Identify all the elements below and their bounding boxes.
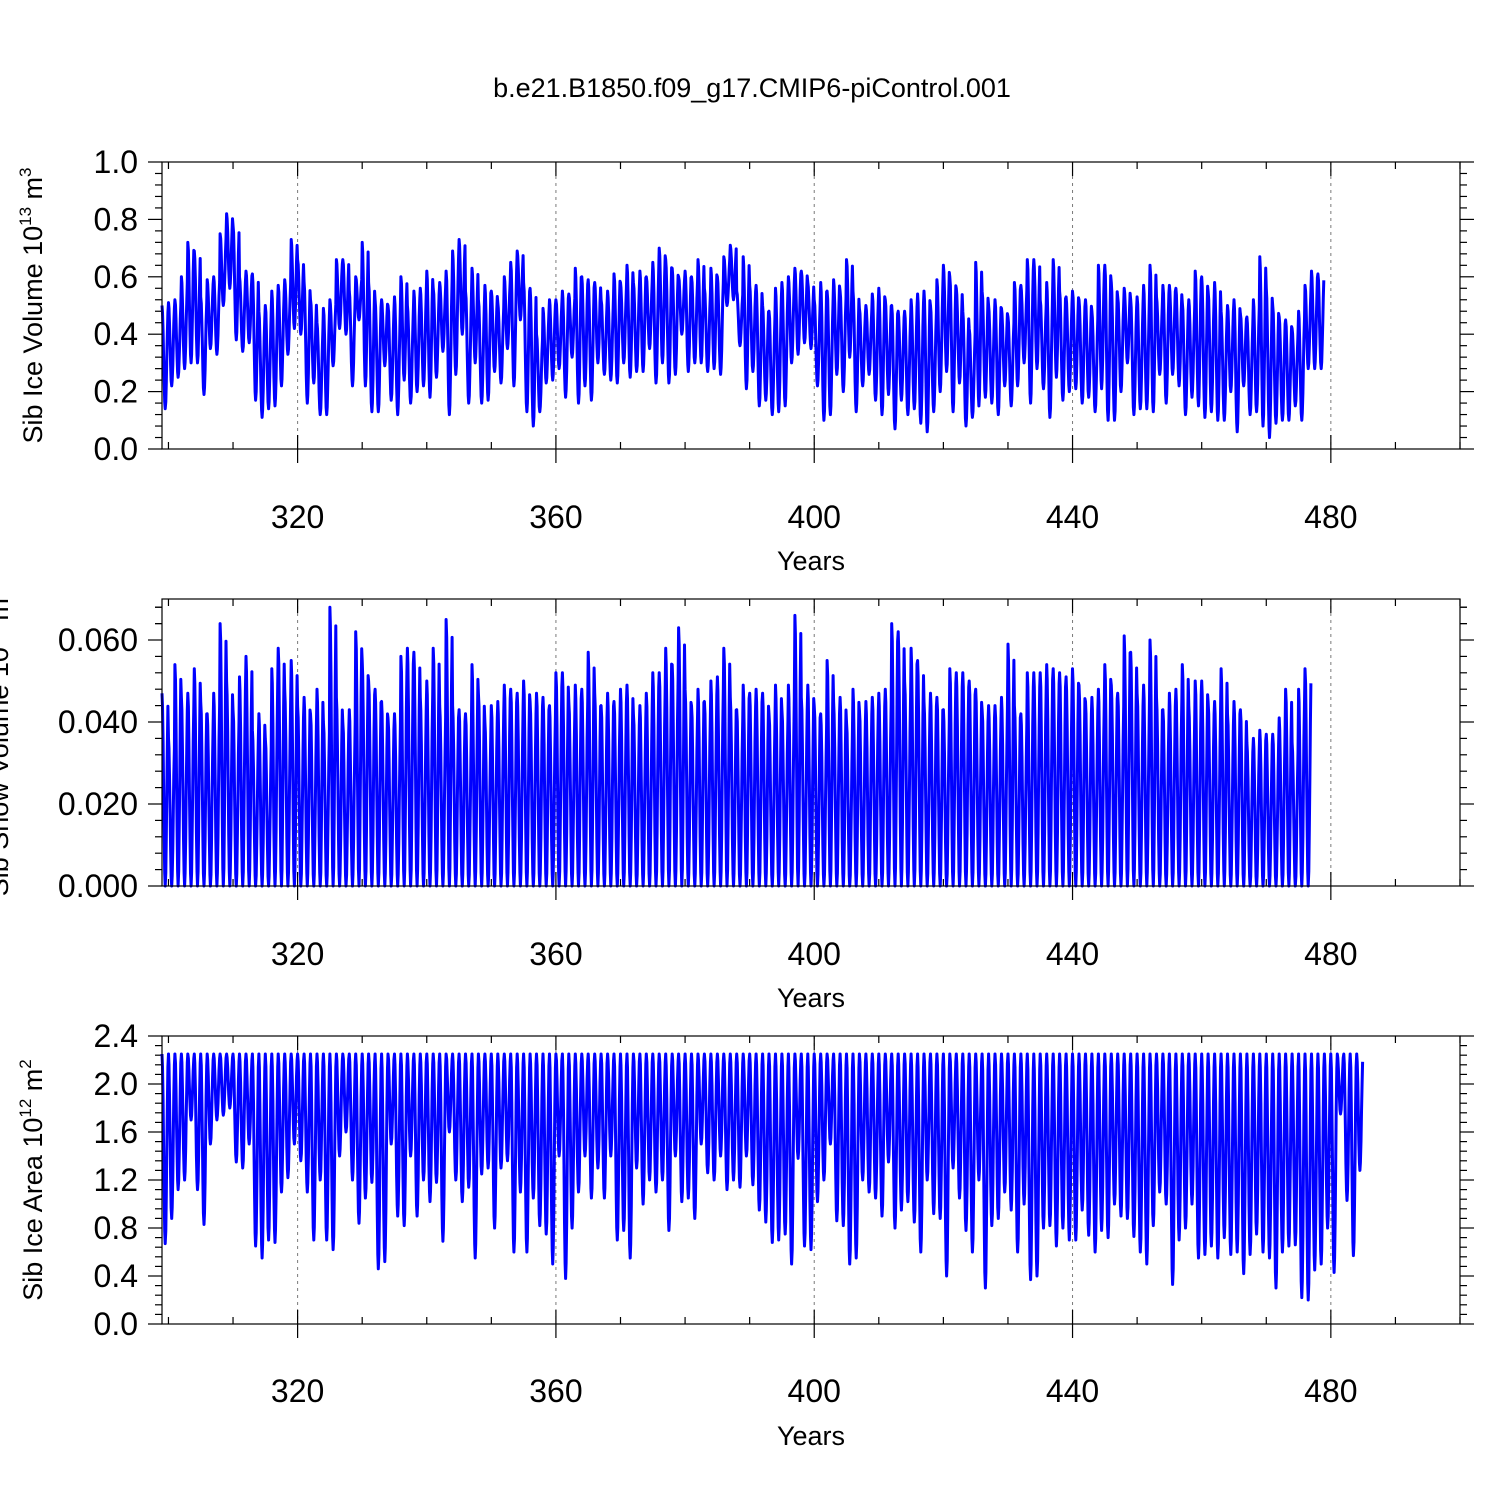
- y-axis-title-unit-exponent: 2: [16, 1059, 35, 1068]
- y-tick-label: 2.4: [94, 1018, 138, 1054]
- y-axis-title: Sib Snow Volume 1013 m3: [0, 589, 14, 897]
- x-tick-label: 360: [529, 1373, 582, 1409]
- chart-panel-2: 0.000 0.020 0.040 0.060 320 360 400 440 480 Years…: [0, 589, 1474, 1013]
- x-tick-label: 400: [788, 1373, 841, 1409]
- y-tick-label: 0.0: [94, 431, 138, 467]
- plot-frame: [161, 1035, 1461, 1325]
- series-line: [160, 605, 1313, 888]
- chart-panel-1: 0.0 0.2 0.4 0.6 0.8 1.0 320 360 400 440 480 Years Si…: [16, 144, 1474, 576]
- y-tick-label: 0.000: [58, 868, 138, 904]
- y-tick-label: 0.4: [94, 1258, 138, 1294]
- y-axis-title-text: Sib Snow Volume 10: [0, 647, 14, 896]
- x-tick-label: 480: [1304, 1373, 1357, 1409]
- y-tick-label: 0.060: [58, 622, 138, 658]
- x-axis-title: Years: [777, 1421, 845, 1451]
- x-tick-label: 400: [788, 936, 841, 972]
- y-tick-label: 0.040: [58, 704, 138, 740]
- y-axis-title-unit: m: [18, 177, 48, 207]
- x-tick-label: 440: [1046, 936, 1099, 972]
- x-tick-label: 440: [1046, 499, 1099, 535]
- y-axis-title-text: Sib Ice Area 10: [18, 1118, 48, 1301]
- y-tick-label: 0.6: [94, 259, 138, 295]
- plot-frame: [161, 161, 1461, 450]
- y-tick-label: 1.6: [94, 1114, 138, 1150]
- plot-frame: [161, 598, 1461, 887]
- y-tick-label: 0.0: [94, 1306, 138, 1342]
- y-axis-title: Sib Ice Area 1012 m2: [16, 1059, 48, 1301]
- x-tick-label: 480: [1304, 499, 1357, 535]
- x-axis-title: Years: [777, 546, 845, 576]
- y-tick-label: 2.0: [94, 1066, 138, 1102]
- x-tick-label: 400: [788, 499, 841, 535]
- x-axis-title: Years: [777, 983, 845, 1013]
- y-axis-title: Sib Ice Volume 1013 m3: [16, 167, 48, 443]
- x-tick-label: 480: [1304, 936, 1357, 972]
- y-axis-title-unit-exponent: 3: [0, 589, 1, 598]
- y-tick-label: 0.2: [94, 374, 138, 410]
- x-tick-label: 440: [1046, 1373, 1099, 1409]
- y-tick-label: 0.020: [58, 786, 138, 822]
- y-tick-label: 0.4: [94, 316, 138, 352]
- series-line: [160, 212, 1326, 439]
- x-tick-label: 360: [529, 936, 582, 972]
- y-axis-title-unit: m: [0, 598, 14, 628]
- y-tick-label: 1.2: [94, 1162, 138, 1198]
- x-tick-label: 360: [529, 499, 582, 535]
- figure-title: b.e21.B1850.f09_g17.CMIP6-piControl.001: [493, 73, 1011, 103]
- y-axis-title-text: Sib Ice Volume 10: [18, 226, 48, 444]
- chart-panel-3: 0.0 0.4 0.8 1.2 1.6 2.0 2.4 320 360 400 440 480 Year…: [16, 1018, 1474, 1451]
- series-line: [160, 1052, 1365, 1302]
- y-tick-label: 0.8: [94, 1210, 138, 1246]
- y-axis-title-exponent: 13: [16, 207, 35, 226]
- x-tick-label: 320: [271, 936, 324, 972]
- x-tick-label: 320: [271, 499, 324, 535]
- y-axis-title-unit-exponent: 3: [16, 167, 35, 176]
- x-tick-label: 320: [271, 1373, 324, 1409]
- y-axis-title-exponent: 13: [0, 628, 1, 647]
- y-axis-title-exponent: 12: [16, 1099, 35, 1118]
- y-tick-label: 1.0: [94, 144, 138, 180]
- y-tick-label: 0.8: [94, 201, 138, 237]
- y-axis-title-unit: m: [18, 1069, 48, 1099]
